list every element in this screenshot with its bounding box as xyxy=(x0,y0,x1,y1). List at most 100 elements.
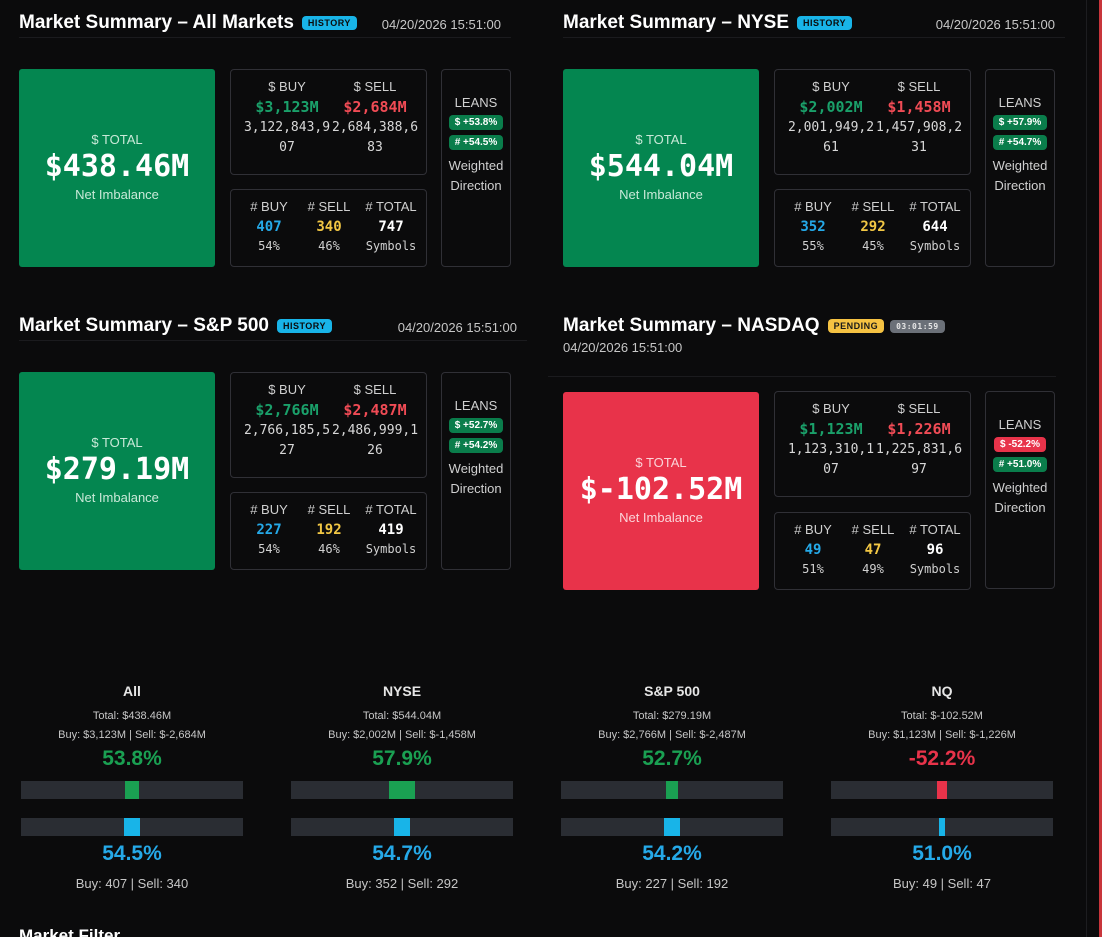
leans-card: LEANS $ +57.9% # +54.7% Weighted Directi… xyxy=(985,69,1055,267)
total-label: $ TOTAL xyxy=(91,132,143,147)
gauge-all: All Total: $438.46M Buy: $3,123M | Sell:… xyxy=(21,683,243,891)
dollar-lean-bar xyxy=(831,781,1053,799)
total-value: $438.46M xyxy=(44,149,190,184)
leans-card: LEANS $ +52.7% # +54.2% Weighted Directi… xyxy=(441,372,511,570)
count-card: # BUY 407 54% # SELL 340 46% # TOTAL 747… xyxy=(230,189,427,267)
dollar-lean-fill xyxy=(124,781,140,799)
count-lean-fill xyxy=(393,818,411,836)
panel-header: Market Summary – All Markets HISTORY 04/… xyxy=(19,0,511,38)
panel-title: Market Summary – All Markets HISTORY xyxy=(19,12,357,34)
total-imbalance-card: $ TOTAL $438.46M Net Imbalance xyxy=(19,69,215,267)
market-filter-heading: Market Filter xyxy=(19,926,121,937)
dollar-buy-col: $ BUY $2,002M 2,001,949,261 xyxy=(787,79,875,155)
leans-card: LEANS $ +53.8% # +54.5% Weighted Directi… xyxy=(441,69,511,267)
count-lean-pill: # +54.7% xyxy=(992,135,1048,150)
count-buy-col: # BUY 407 54% xyxy=(250,199,288,253)
total-value: $-102.52M xyxy=(579,472,743,507)
total-imbalance-card: $ TOTAL $544.04M Net Imbalance xyxy=(563,69,759,267)
pending-badge[interactable]: PENDING xyxy=(827,319,885,333)
panel-header: Market Summary – NYSE HISTORY 04/20/2026… xyxy=(563,0,1065,38)
history-badge[interactable]: HISTORY xyxy=(797,16,853,30)
count-buy-col: # BUY 352 55% xyxy=(794,199,832,253)
dollar-buy-col: $ BUY $3,123M 3,122,843,907 xyxy=(243,79,331,158)
count-total-col: # TOTAL 747 Symbols xyxy=(365,199,417,253)
count-card: # BUY 49 51% # SELL 47 49% # TOTAL 96 Sy… xyxy=(774,512,971,590)
count-lean-percent: 51.0% xyxy=(912,842,972,865)
panel-title: Market Summary – S&P 500 HISTORY xyxy=(19,315,332,337)
dollar-lean-bar xyxy=(291,781,513,799)
count-lean-percent: 54.7% xyxy=(372,842,432,865)
count-lean-bar xyxy=(291,818,513,836)
window-edge-accent xyxy=(1099,0,1102,937)
dollar-lean-bar xyxy=(561,781,783,799)
dollar-buy-sell-card: $ BUY $2,002M 2,001,949,261 $ SELL $1,45… xyxy=(774,69,971,175)
history-badge[interactable]: HISTORY xyxy=(276,319,332,333)
count-lean-pill: # +54.2% xyxy=(448,438,504,453)
panel-timestamp: 04/20/2026 15:51:00 xyxy=(381,17,501,32)
total-subtitle: Net Imbalance xyxy=(75,187,159,202)
dollar-buy-sell-card: $ BUY $2,766M 2,766,185,527 $ SELL $2,48… xyxy=(230,372,427,478)
count-lean-fill xyxy=(664,818,680,836)
dollar-buy-sell-card: $ BUY $3,123M 3,122,843,907 $ SELL $2,68… xyxy=(230,69,427,175)
count-lean-percent: 54.2% xyxy=(642,842,702,865)
dollar-sell-col: $ SELL $2,487M 2,486,999,126 xyxy=(331,382,419,458)
leans-card: LEANS $ -52.2% # +51.0% Weighted Directi… xyxy=(985,391,1055,589)
count-total-col: # TOTAL 644 Symbols xyxy=(909,199,961,253)
dollar-lean-fill xyxy=(666,781,678,799)
dollar-lean-percent: -52.2% xyxy=(908,747,976,770)
count-total-col: # TOTAL 419 Symbols xyxy=(365,502,417,556)
dollar-sell-col: $ SELL $1,458M 1,457,908,231 xyxy=(875,79,963,155)
dollar-lean-fill xyxy=(937,781,947,799)
total-value: $544.04M xyxy=(588,149,734,184)
dollar-buy-col: $ BUY $2,766M 2,766,185,527 xyxy=(243,382,331,458)
count-sell-col: # SELL 340 46% xyxy=(307,199,351,253)
dollar-sell-amount: $2,684M xyxy=(343,98,407,116)
dollar-sell-col: $ SELL $1,226M 1,225,831,697 xyxy=(875,401,963,477)
count-lean-pill: # +54.5% xyxy=(448,135,504,150)
dollar-lean-pill: $ -52.2% xyxy=(993,437,1047,452)
lean-note: Weighted Direction xyxy=(448,158,504,193)
countdown-timer: 03:01:59 xyxy=(890,319,945,333)
dollar-lean-percent: 52.7% xyxy=(642,747,702,770)
dollar-buy-sell-card: $ BUY $1,123M 1,123,310,107 $ SELL $1,22… xyxy=(774,391,971,497)
dollar-lean-percent: 57.9% xyxy=(372,747,432,770)
count-lean-bar xyxy=(831,818,1053,836)
panel-timestamp: 04/20/2026 15:51:00 xyxy=(563,340,683,355)
panel-title: Market Summary – NYSE HISTORY xyxy=(563,12,853,34)
count-card: # BUY 352 55% # SELL 292 45% # TOTAL 644… xyxy=(774,189,971,267)
count-lean-pill: # +51.0% xyxy=(992,457,1048,472)
dollar-sell-raw: 2,684,388,683 xyxy=(331,120,419,155)
total-value: $279.19M xyxy=(44,452,190,487)
dollar-buy-col: $ BUY $1,123M 1,123,310,107 xyxy=(787,401,875,477)
history-badge[interactable]: HISTORY xyxy=(301,16,357,30)
count-sell-col: # SELL 192 46% xyxy=(307,502,351,556)
panel-title: Market Summary – NASDAQ PENDING 03:01:59 xyxy=(563,315,945,337)
dollar-buy-amount: $3,123M xyxy=(255,98,319,116)
total-imbalance-card: $ TOTAL $279.19M Net Imbalance xyxy=(19,372,215,570)
panel-timestamp: 04/20/2026 15:51:00 xyxy=(935,17,1055,32)
panel-header: Market Summary – NASDAQ PENDING 03:01:59… xyxy=(548,303,1056,377)
count-lean-fill xyxy=(124,818,140,836)
dollar-lean-pill: $ +57.9% xyxy=(992,115,1048,130)
count-buy-col: # BUY 227 54% xyxy=(250,502,288,556)
count-lean-bar xyxy=(21,818,243,836)
gauge-nyse: NYSE Total: $544.04M Buy: $2,002M | Sell… xyxy=(291,683,513,891)
panel-timestamp: 04/20/2026 15:51:00 xyxy=(397,320,517,335)
count-lean-bar xyxy=(561,818,783,836)
count-sell-col: # SELL 292 45% xyxy=(851,199,895,253)
dollar-lean-pill: $ +52.7% xyxy=(448,418,504,433)
gauge-nq: NQ Total: $-102.52M Buy: $1,123M | Sell:… xyxy=(831,683,1053,891)
dollar-lean-pill: $ +53.8% xyxy=(448,115,504,130)
count-buy-col: # BUY 49 51% xyxy=(794,522,832,576)
gauge-sp500: S&P 500 Total: $279.19M Buy: $2,766M | S… xyxy=(561,683,783,891)
dollar-lean-fill xyxy=(389,781,415,799)
count-lean-fill xyxy=(938,818,946,836)
total-imbalance-card: $ TOTAL $-102.52M Net Imbalance xyxy=(563,392,759,590)
count-card: # BUY 227 54% # SELL 192 46% # TOTAL 419… xyxy=(230,492,427,570)
count-lean-percent: 54.5% xyxy=(102,842,162,865)
right-divider xyxy=(1086,0,1087,937)
dollar-lean-percent: 53.8% xyxy=(102,747,162,770)
dollar-sell-col: $ SELL $2,684M 2,684,388,683 xyxy=(331,79,419,158)
count-total-col: # TOTAL 96 Symbols xyxy=(909,522,961,576)
count-sell-col: # SELL 47 49% xyxy=(851,522,895,576)
